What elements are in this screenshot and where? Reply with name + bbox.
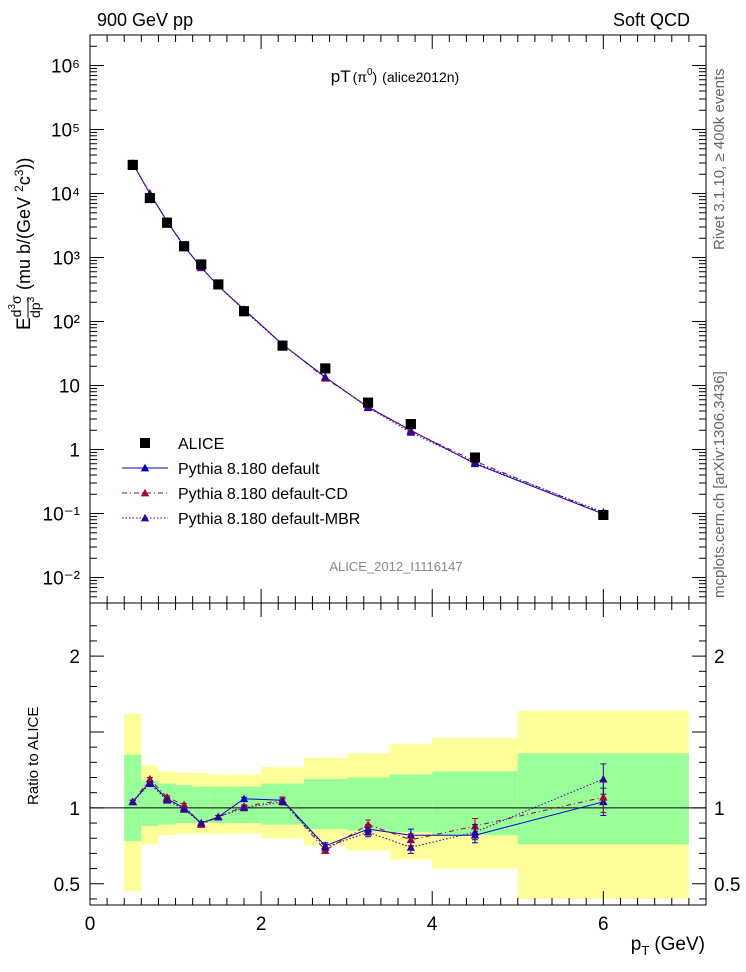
- alice-data-point-top: [320, 363, 331, 374]
- alice-data-point-top: [405, 419, 416, 430]
- ratio-series-marker-2: [128, 797, 137, 806]
- alice-data-point-top: [598, 509, 609, 520]
- main-ytick-label: 10²: [53, 313, 80, 334]
- legend-label-3: Pythia 8.180 default-MBR: [178, 511, 360, 528]
- main-ylabel: Ed3σ​ dp3 (mu b/(GeV 2c3)): [7, 158, 43, 330]
- ratio-ytick-label-right: 1: [714, 799, 725, 820]
- main-ylabel-text: Ed3σ​: [7, 295, 35, 330]
- ratio-series-marker-2: [363, 827, 373, 836]
- ratio-series-marker-2: [162, 796, 172, 804]
- main-title-particle-sup: 0: [367, 67, 373, 78]
- ratio-ylabel: Ratio to ALICE: [25, 707, 42, 805]
- ratio-ytick-label-right: 0.5: [714, 875, 740, 896]
- ratio-ytick-label: 2: [69, 647, 80, 668]
- main-ytick-label: 10⁴: [51, 185, 80, 206]
- alice-data-point-top: [363, 397, 374, 408]
- legend-marker-1: [140, 463, 150, 472]
- ratio-ytick-label: 1: [69, 799, 80, 820]
- main-ytick-label: 10⁶: [51, 57, 80, 78]
- ratio-series-marker-0: [239, 794, 249, 803]
- alice-data-point-top: [239, 306, 249, 317]
- legend-label-0: ALICE: [178, 436, 224, 453]
- ratio-xtick-label: 2: [256, 914, 267, 935]
- band-green-bin: [389, 774, 433, 833]
- xlabel-main: p: [631, 934, 642, 955]
- header-right-label: Soft QCD: [613, 10, 690, 30]
- legend-label-1: Pythia 8.180 default: [178, 461, 320, 478]
- main-ytick-label: 10: [59, 377, 80, 398]
- alice-data-point-top: [162, 217, 172, 228]
- legend-marker-2: [140, 488, 150, 497]
- ratio-series-marker-2: [197, 818, 206, 827]
- main-title-particle-close: ): [373, 69, 378, 85]
- ratio-series-marker-2: [179, 805, 189, 813]
- ratio-ytick-label-right: 2: [714, 647, 725, 668]
- ratio-series-marker-1: [179, 800, 189, 809]
- series-layer: [127, 159, 609, 854]
- ratio-series-marker-2: [470, 827, 480, 836]
- ratio-series-marker-2: [239, 803, 249, 812]
- ratio-xtick-label: 6: [598, 914, 609, 935]
- legend: ALICE Pythia 8.180 default Pythia 8.180 de…: [122, 436, 360, 528]
- analysis-id: ALICE_2012_I1116147: [329, 559, 462, 574]
- main-series-marker-3: [321, 372, 330, 381]
- ratio-series-marker-2: [599, 774, 608, 783]
- main-title-particle: (π: [353, 69, 368, 85]
- main-ytick-label: 10³: [53, 249, 80, 270]
- band-green-bin: [192, 786, 210, 824]
- header-left-label: 900 GeV pp: [97, 10, 193, 30]
- main-ylabel-denominator: dp3: [26, 296, 43, 318]
- side-label-mcplots: mcplots.cern.ch [arXiv:1306.3436]: [711, 371, 728, 598]
- legend-marker-3: [140, 513, 150, 522]
- main-title: pT (π0) (alice2012n): [331, 67, 459, 86]
- xlabel-unit: (GeV): [654, 934, 705, 955]
- ratio-series-marker-2: [145, 779, 155, 787]
- main-ytick-label: 1: [69, 441, 80, 462]
- alice-data-point-top: [213, 279, 224, 290]
- axes: 10⁻² 10⁻¹ 1 10 10² 10³ 10⁴ 10⁵ 10⁶ 0 2 4 6 0.5 0.5 1 1 2 2: [43, 34, 740, 935]
- ratio-series-marker-1: [363, 820, 373, 828]
- alice-data-point-top: [196, 259, 207, 270]
- main-ylabel-units: (mu b/(GeV 2c3)): [12, 158, 34, 290]
- ratio-xlabel: pT (GeV): [631, 934, 705, 958]
- main-title-pt: pT: [331, 67, 351, 86]
- legend-marker-alice: [140, 438, 150, 448]
- main-ytick-label: 10⁻¹: [43, 505, 81, 526]
- ratio-bands: [90, 710, 706, 899]
- main-series-marker-3: [406, 428, 416, 436]
- main-title-tag: (alice2012n): [382, 69, 459, 85]
- ratio-series-marker-2: [406, 843, 416, 851]
- ratio-series-marker-2: [214, 812, 223, 821]
- ratio-xtick-label: 0: [85, 914, 96, 935]
- alice-data-point-top: [470, 452, 480, 463]
- band-green-bin: [303, 779, 347, 830]
- alice-data-point-top: [179, 241, 190, 252]
- ratio-series-marker-2: [278, 797, 287, 806]
- legend-label-2: Pythia 8.180 default-CD: [178, 486, 348, 503]
- alice-data-point-top: [144, 193, 155, 204]
- ratio-xtick-label: 4: [427, 914, 438, 935]
- ratio-series-marker-1: [599, 793, 608, 801]
- side-label-rivet: Rivet 3.1.10, ≥ 400k events: [711, 68, 728, 250]
- ratio-ytick-label: 0.5: [54, 875, 80, 896]
- alice-data-point-top: [127, 159, 138, 170]
- main-ytick-label: 10⁻²: [43, 569, 81, 590]
- band-green-bin: [158, 783, 176, 825]
- ratio-series-marker-1: [145, 774, 155, 783]
- alice-data-point-top: [277, 340, 288, 351]
- xlabel-sub: T: [641, 943, 649, 958]
- main-ytick-label: 10⁵: [51, 121, 80, 142]
- ratio-series-marker-2: [321, 843, 330, 851]
- band-green-bin: [141, 780, 159, 827]
- main-series-line-3: [132, 163, 604, 513]
